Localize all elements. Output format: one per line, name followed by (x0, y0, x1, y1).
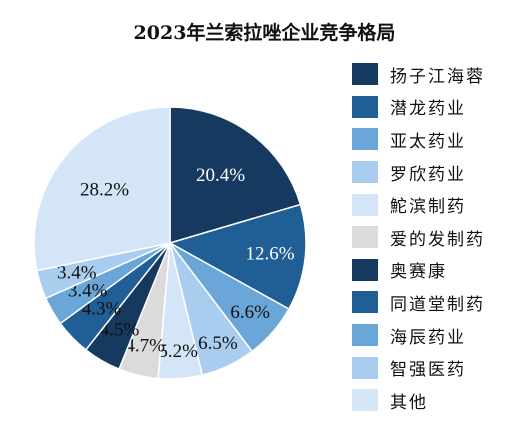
legend-label: 智强医药 (390, 360, 466, 381)
legend-label: 同道堂制药 (390, 294, 485, 315)
legend-label: 奥赛康 (390, 262, 447, 283)
legend-item: 奥赛康 (352, 254, 485, 287)
pie-slice (33, 106, 171, 272)
legend-item: 鮀滨制药 (352, 188, 485, 221)
pie-chart: 20.4%12.6%6.6%6.5%5.2%4.7%4.5%4.3%3.4%3.… (33, 106, 307, 380)
legend-label: 潜龙药业 (390, 99, 466, 120)
legend-label: 爱的发制药 (390, 229, 485, 250)
legend-item: 同道堂制药 (352, 286, 485, 319)
slice-data-label: 6.6% (230, 302, 270, 323)
legend-swatch (352, 95, 378, 118)
legend-item: 海辰药业 (352, 319, 485, 352)
slice-data-label: 4.5% (100, 320, 140, 341)
legend-item: 亚太药业 (352, 123, 485, 156)
legend-label: 海辰药业 (390, 327, 466, 348)
slice-data-label: 5.2% (158, 341, 198, 362)
legend-item: 罗欣药业 (352, 156, 485, 189)
legend-label: 扬子江海蓉 (390, 66, 485, 87)
legend-label: 罗欣药业 (390, 164, 466, 185)
slice-data-label: 3.4% (68, 280, 108, 301)
chart-title: 2023年兰索拉唑企业竞争格局 (133, 22, 396, 44)
legend-swatch (352, 161, 378, 184)
slice-data-label: 4.3% (82, 299, 122, 320)
legend-swatch (352, 356, 378, 379)
legend-swatch (352, 226, 378, 249)
legend-item: 扬子江海蓉 (352, 58, 485, 91)
legend-swatch (352, 63, 378, 86)
slice-data-label: 12.6% (245, 244, 294, 265)
legend-swatch (352, 291, 378, 314)
legend-item: 其他 (352, 384, 485, 417)
legend-swatch (352, 324, 378, 347)
slice-data-label: 6.5% (198, 333, 238, 354)
legend-item: 智强医药 (352, 351, 485, 384)
legend-item: 爱的发制药 (352, 221, 485, 254)
slice-data-label: 28.2% (80, 179, 129, 200)
legend-swatch (352, 389, 378, 412)
slice-data-label: 4.7% (125, 336, 165, 357)
slice-data-label: 20.4% (196, 165, 245, 186)
legend-label: 其他 (390, 392, 428, 413)
pie-slice (169, 106, 302, 245)
legend-swatch (352, 258, 378, 281)
legend-item: 潜龙药业 (352, 91, 485, 124)
legend: 扬子江海蓉潜龙药业亚太药业罗欣药业鮀滨制药爱的发制药奥赛康同道堂制药海辰药业智强… (352, 58, 485, 417)
pie-slice (168, 203, 307, 311)
legend-label: 鮀滨制药 (390, 197, 466, 218)
legend-swatch (352, 128, 378, 151)
legend-label: 亚太药业 (390, 131, 466, 152)
legend-swatch (352, 193, 378, 216)
slice-data-label: 3.4% (57, 263, 97, 284)
